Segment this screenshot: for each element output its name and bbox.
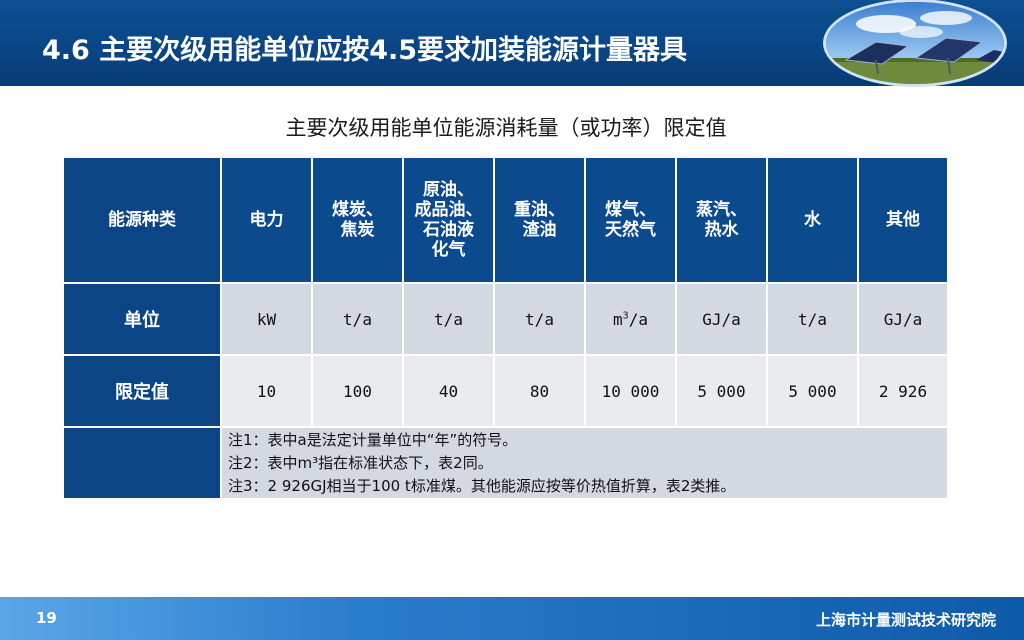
table-header-row: 能源种类 电力 煤炭、 焦炭 原油、 成品油、 石油液 化气 重油、 渣油 煤气…	[62, 156, 949, 284]
table-row-unit: 单位 kW t/a t/a t/a m3/a GJ/a t/a GJ/a	[62, 282, 949, 356]
column-header-heavy-oil: 重油、 渣油	[493, 156, 586, 284]
table-cell: 80	[493, 354, 586, 428]
column-header-coal-coke: 煤炭、 焦炭	[311, 156, 404, 284]
page-number: 19	[36, 609, 57, 627]
footer-bar: 19 上海市计量测试技术研究院	[0, 597, 1024, 640]
table-cell: t/a	[311, 282, 404, 356]
energy-limit-table: 能源种类 电力 煤炭、 焦炭 原油、 成品油、 石油液 化气 重油、 渣油 煤气…	[62, 156, 949, 500]
row-header-unit: 单位	[62, 282, 222, 356]
note-line: 注1：表中a是法定计量单位中“年”的符号。	[228, 430, 518, 449]
solar-panel-photo	[826, 2, 1004, 84]
column-header-electricity: 电力	[220, 156, 313, 284]
table-row-limit: 限定值 10 100 40 80 10 000 5 000 5 000 2 92…	[62, 354, 949, 428]
column-header-steam: 蒸汽、 热水	[675, 156, 768, 284]
note-line: 注3：2 926GJ相当于100 t标准煤。其他能源应按等价热值折算，表2类推。	[228, 476, 736, 495]
table-cell: 10	[220, 354, 313, 428]
row-header-notes	[62, 426, 222, 500]
organization-name: 上海市计量测试技术研究院	[815, 611, 996, 629]
table-cell: t/a	[402, 282, 495, 356]
column-header-other: 其他	[857, 156, 949, 284]
table-cell: 5 000	[766, 354, 859, 428]
table-caption: 主要次级用能单位能源消耗量（或功率）限定值	[285, 116, 727, 140]
page-title: 4.6 主要次级用能单位应按4.5要求加装能源计量器具	[42, 35, 688, 66]
table-cell: 10 000	[584, 354, 677, 428]
column-header-energy-type: 能源种类	[62, 156, 222, 284]
table-cell: 40	[402, 354, 495, 428]
column-header-water: 水	[766, 156, 859, 284]
table-cell: GJ/a	[675, 282, 768, 356]
header-bar: 4.6 主要次级用能单位应按4.5要求加装能源计量器具	[0, 0, 1024, 86]
column-header-crude-oil: 原油、 成品油、 石油液 化气	[402, 156, 495, 284]
table-cell: kW	[220, 282, 313, 356]
table-cell: 100	[311, 354, 404, 428]
row-header-limit: 限定值	[62, 354, 222, 428]
table-notes: 注1：表中a是法定计量单位中“年”的符号。 注2：表中m³指在标准状态下，表2同…	[220, 426, 949, 500]
table-cell: GJ/a	[857, 282, 949, 356]
table-cell: m3/a	[584, 282, 677, 356]
column-header-gas: 煤气、 天然气	[584, 156, 677, 284]
table-cell: t/a	[766, 282, 859, 356]
table-cell: t/a	[493, 282, 586, 356]
note-line: 注2：表中m³指在标准状态下，表2同。	[228, 453, 493, 472]
table-row-notes: 注1：表中a是法定计量单位中“年”的符号。 注2：表中m³指在标准状态下，表2同…	[62, 426, 949, 500]
table-cell: 5 000	[675, 354, 768, 428]
table-cell: 2 926	[857, 354, 949, 428]
